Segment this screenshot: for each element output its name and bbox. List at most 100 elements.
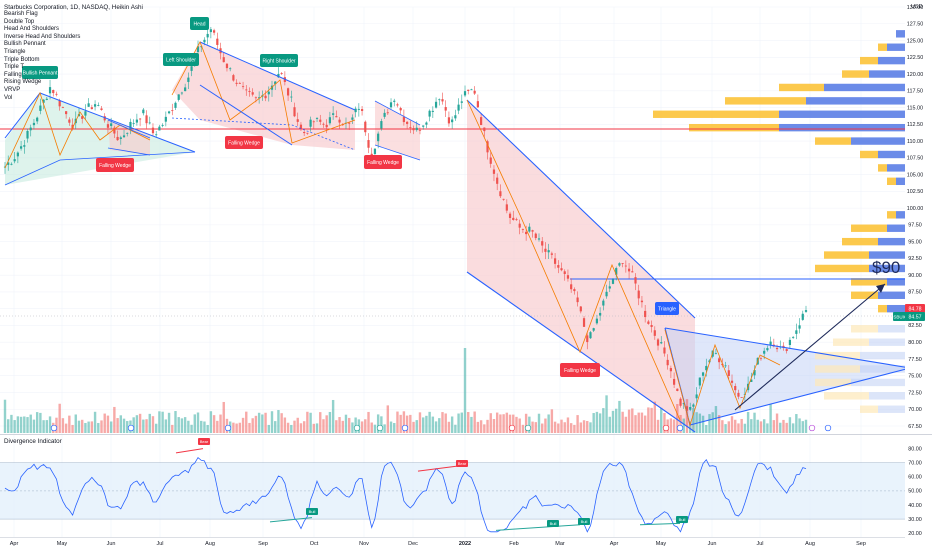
vrvp-down-bar xyxy=(833,338,869,346)
triangle-upper xyxy=(664,327,911,369)
legend-item[interactable]: Vol xyxy=(4,94,13,101)
legend-item[interactable]: Double Top xyxy=(4,18,35,25)
vrvp-up-bar xyxy=(887,278,905,286)
head-shoulders-fill xyxy=(172,42,355,150)
volume-bar xyxy=(370,422,373,433)
legend-item[interactable]: Bullish Pennant xyxy=(4,41,46,48)
candle-body xyxy=(750,379,753,382)
candle-body xyxy=(119,137,122,139)
vrvp-up-bar xyxy=(869,338,905,346)
candle-body xyxy=(36,117,39,122)
volume-bar xyxy=(772,420,776,433)
bull-label: Bull xyxy=(578,518,590,525)
time-tick-label: Apr xyxy=(10,541,19,547)
price-axis[interactable]: 130.00 127.50 125.00 122.50 120.00 117.50 115.… xyxy=(905,0,932,434)
volume-bar xyxy=(701,415,705,433)
candle-body xyxy=(631,271,634,273)
volume-bar xyxy=(618,400,621,433)
legend-item[interactable]: Triple T xyxy=(4,64,25,71)
right-shoulder-text: Right Shoulder xyxy=(262,59,295,65)
time-axis[interactable]: Apr May Jun Jul Aug Sep Oct Nov Dec 2022 Feb Mar Apr… xyxy=(10,541,866,547)
time-tick-label: Jun xyxy=(107,541,116,547)
candle-body xyxy=(135,119,138,123)
candle-body xyxy=(10,163,13,165)
volume-bar xyxy=(293,420,296,433)
candle-body xyxy=(280,73,283,75)
volume-bar xyxy=(122,418,126,433)
legend-item[interactable]: Head And Shoulders xyxy=(4,26,60,33)
volume-bar xyxy=(161,411,164,433)
volume-bar xyxy=(672,419,676,433)
volume-bar xyxy=(734,419,737,433)
bear-label-text: Bear xyxy=(458,461,467,466)
pattern-label-left-shoulder[interactable]: Left Shoulder xyxy=(163,53,199,66)
falling-wedge-3-lower xyxy=(374,144,421,161)
time-tick-label: Jun xyxy=(708,541,717,547)
volume-bar xyxy=(331,399,335,433)
candle-body xyxy=(402,116,405,123)
pattern-label-bullish-pennant[interactable]: Bullish Pennant xyxy=(22,66,58,79)
volume-bar xyxy=(573,424,576,433)
volume-bar xyxy=(676,404,679,433)
candle-body xyxy=(225,63,229,69)
hs-lower xyxy=(199,84,293,146)
volume-bar xyxy=(84,422,87,433)
pattern-label-falling-wedge-4[interactable]: Falling Wedge xyxy=(560,363,600,377)
candle-body xyxy=(325,124,328,128)
candle-body xyxy=(692,404,695,407)
time-tick-label: Feb xyxy=(509,541,518,547)
pattern-label-falling-wedge-2[interactable]: Falling Wedge xyxy=(225,136,263,149)
candle-body xyxy=(624,265,627,267)
volume-bar xyxy=(582,420,586,433)
volume-bar xyxy=(328,411,332,433)
candle-body xyxy=(216,38,219,45)
volume-bar xyxy=(637,412,640,433)
candle-body xyxy=(13,159,16,162)
pattern-label-head[interactable]: Head xyxy=(190,17,209,30)
candle-body xyxy=(566,275,570,279)
volume-bar xyxy=(438,418,441,433)
price-axis-bg xyxy=(905,0,932,434)
candle-body xyxy=(319,119,322,122)
candle-body xyxy=(547,250,550,253)
divergence-line xyxy=(4,456,807,533)
candle-body xyxy=(23,145,26,147)
pattern-label-triangle[interactable]: Triangle xyxy=(655,302,679,315)
candle-body xyxy=(145,115,148,124)
candle-body xyxy=(97,105,100,106)
pattern-label-falling-wedge-1[interactable]: Falling Wedge xyxy=(96,158,134,172)
legend-item[interactable]: Triangle xyxy=(4,48,26,55)
candle-body xyxy=(701,372,705,376)
volume-bar xyxy=(113,406,116,433)
candle-body xyxy=(422,125,425,127)
legend-item[interactable]: Bearish Flag xyxy=(4,11,38,17)
volume-bar xyxy=(180,418,184,433)
volume-bar xyxy=(93,411,97,433)
triangle-fill xyxy=(665,328,910,425)
legend-item[interactable]: Rising Wedge xyxy=(4,79,42,86)
candle-body xyxy=(167,111,171,114)
pattern-label-right-shoulder[interactable]: Right Shoulder xyxy=(260,54,298,67)
volume-bar xyxy=(315,423,319,433)
volume-bar xyxy=(595,411,599,433)
price-target-label: $90 xyxy=(872,258,900,277)
indicator-tick-label: 40.00 xyxy=(908,503,922,509)
vrvp-down-bar xyxy=(878,164,887,172)
candle-body xyxy=(663,347,666,354)
volume-bar xyxy=(782,419,785,433)
legend-item[interactable]: Inverse Head And Shoulders xyxy=(4,33,81,40)
candle-body xyxy=(254,97,258,99)
candle-body xyxy=(142,109,145,114)
indicator-legend[interactable]: Bearish Flag Double Top Head And Shoulders… xyxy=(4,11,80,102)
candle-body xyxy=(525,231,528,235)
legend-item[interactable]: Falling xyxy=(4,71,22,78)
pattern-label-falling-wedge-3[interactable]: Falling Wedge xyxy=(364,155,402,169)
volume-bar xyxy=(264,412,267,433)
legend-item[interactable]: VRVP xyxy=(4,86,21,93)
legend-item[interactable]: Triple Bottom xyxy=(4,56,40,63)
candle-body xyxy=(608,286,611,289)
volume-bar xyxy=(190,424,193,433)
price-tick-label: 112.50 xyxy=(907,122,923,128)
